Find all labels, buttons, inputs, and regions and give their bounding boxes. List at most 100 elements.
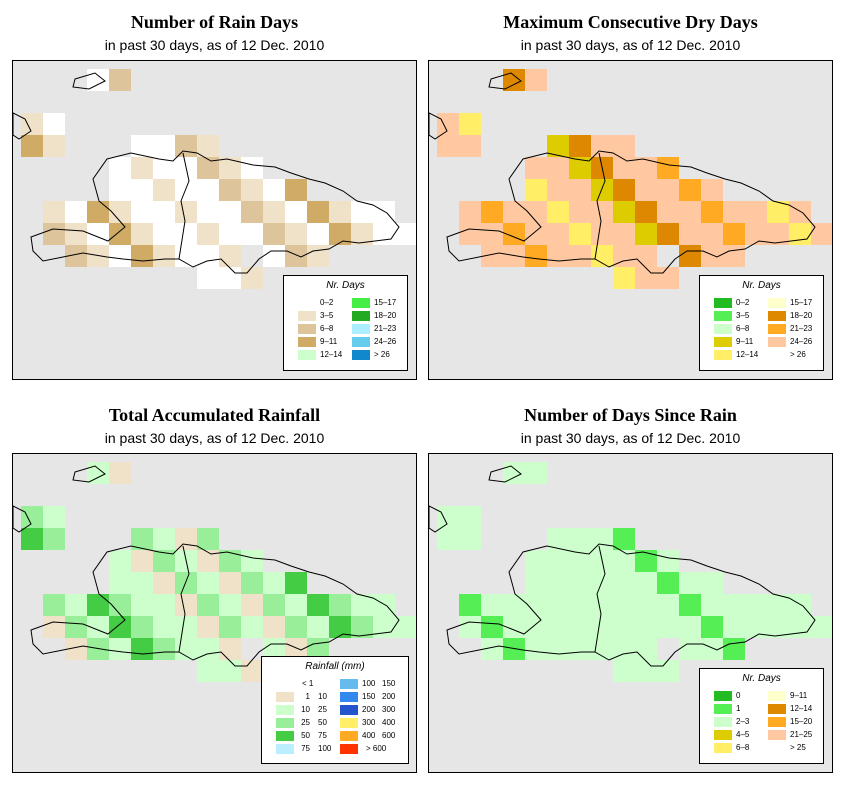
legend-range-to: 100 [318,744,332,753]
grid-cell [197,267,219,289]
grid-cell [503,201,525,223]
grid-cell [437,506,459,528]
grid-cell [547,179,569,201]
grid-cell [723,638,745,660]
grid-cell [109,638,131,660]
islet-outline [13,112,32,140]
legend-swatch [352,337,370,347]
grid-cell [329,616,351,638]
map-canvas [13,69,416,289]
grid-cell [437,528,459,550]
grid-cell [219,201,241,223]
grid-cell [219,179,241,201]
grid-cell [307,201,329,223]
grid-cell [635,660,657,682]
grid-cell [547,616,569,638]
grid-cell [613,201,635,223]
grid-cell [241,179,263,201]
grid-cell [351,594,373,616]
legend-swatch [768,337,786,347]
grid-cell [657,223,679,245]
legend-range-to: 400 [382,718,396,727]
grid-cell [701,223,723,245]
grid-cell [569,179,591,201]
legend-range-to: 300 [382,705,396,714]
grid-cell [197,660,219,682]
grid-cell [547,201,569,223]
grid-cell [525,69,547,91]
grid-cell [679,572,701,594]
grid-cell [459,506,481,528]
grid-cell [569,201,591,223]
grid-cell [285,638,307,660]
legend-swatch [768,350,786,360]
legend-swatch [298,298,316,308]
legend-range-to: 600 [382,731,396,740]
grid-cell [109,179,131,201]
grid-cell [613,157,635,179]
grid-cell [459,135,481,157]
grid-cell [197,616,219,638]
legend-swatch [340,718,358,728]
grid-cell [131,550,153,572]
legend-swatch [714,717,732,727]
grid-cell [569,223,591,245]
grid-cell [153,550,175,572]
grid-cell [395,616,416,638]
grid-cell [481,616,503,638]
legend-swatch [276,744,294,754]
grid-cell [613,550,635,572]
grid-cell [481,594,503,616]
grid-cell [613,660,635,682]
grid-cell [657,179,679,201]
grid-cell [153,572,175,594]
grid-cell [525,245,547,267]
grid-cell [241,550,263,572]
grid-cell [723,616,745,638]
legend-label: 0–2 [736,298,750,307]
map-legend: Nr. Days 0 1 2–3 4–5 6–8 9–11 12–14 15–20 21–25 >… [699,668,824,764]
grid-cell [657,572,679,594]
grid-cell [723,594,745,616]
grid-cell [481,201,503,223]
grid-cell [263,201,285,223]
grid-cell [525,201,547,223]
legend-range-from: 10 [301,705,310,714]
grid-cell [503,462,525,484]
national-border [178,545,190,653]
grid-cell [525,594,547,616]
panel-subtitle: in past 30 days, as of 12 Dec. 2010 [104,37,325,53]
grid-cell [153,616,175,638]
legend-swatch [352,324,370,334]
grid-cell [547,572,569,594]
legend-swatch [768,324,786,334]
legend-range-from: 300 [362,718,376,727]
legend-range-from: 400 [362,731,376,740]
grid-cells [437,69,832,289]
grid-cell [109,69,131,91]
legend-swatch [276,692,294,702]
grid-cell [547,135,569,157]
grid-cell [503,594,525,616]
grid-cell [613,572,635,594]
grid-cell [241,201,263,223]
grid-cell [87,201,109,223]
legend-label: > 25 [790,743,806,752]
grid-cell [591,223,613,245]
grid-cell [307,594,329,616]
grid-cell [373,594,395,616]
grid-cell [591,572,613,594]
grid-cell [569,638,591,660]
grid-cell [175,135,197,157]
grid-cell [525,550,547,572]
grid-cell [525,638,547,660]
legend-swatch [340,679,358,689]
grid-cell [395,223,416,245]
map-legend: Nr. Days 0–2 3–5 6–8 9–11 12–14 15–17 18–20 21–… [283,275,408,371]
legend-range-from: 200 [362,705,376,714]
grid-cell [263,223,285,245]
legend-label: 18–20 [790,311,813,320]
legend-label: 1 [736,704,741,713]
grid-cell [43,616,65,638]
legend-swatch [768,743,786,753]
